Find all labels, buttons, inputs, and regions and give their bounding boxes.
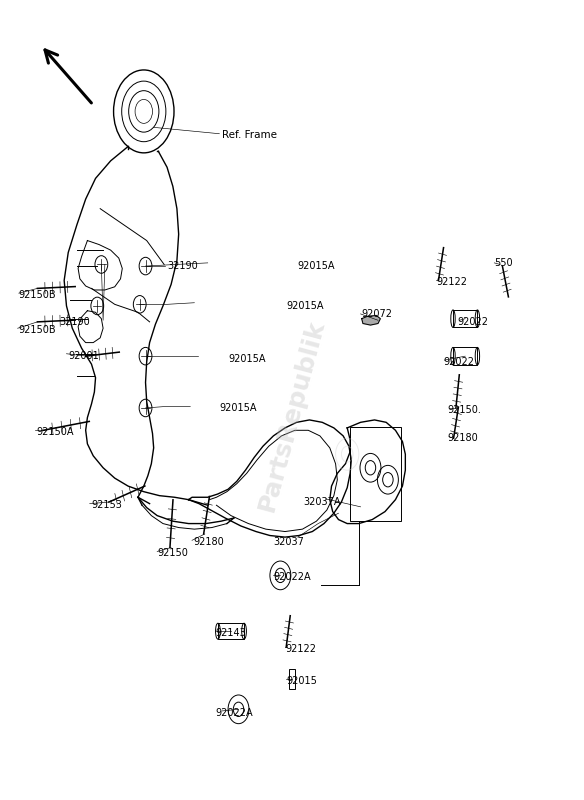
- Text: 92022A: 92022A: [273, 572, 311, 582]
- Text: 92180: 92180: [193, 537, 224, 547]
- Text: 92015A: 92015A: [286, 301, 324, 311]
- Text: 92150: 92150: [157, 548, 188, 558]
- Text: 92022: 92022: [458, 317, 489, 327]
- Text: 550: 550: [494, 258, 513, 268]
- Text: 92015A: 92015A: [298, 261, 335, 271]
- Bar: [218, 623, 244, 639]
- Text: 32037A: 32037A: [304, 497, 341, 507]
- Text: 92150B: 92150B: [19, 290, 57, 300]
- Text: 92072: 92072: [361, 309, 393, 319]
- Text: 92015: 92015: [286, 676, 317, 686]
- Text: 92180: 92180: [448, 434, 478, 443]
- Text: 92022: 92022: [443, 357, 474, 366]
- Text: 92150A: 92150A: [36, 427, 74, 437]
- Polygon shape: [361, 315, 380, 325]
- Bar: [289, 669, 295, 689]
- Text: 92150.: 92150.: [448, 405, 482, 414]
- Text: PartsRepublik: PartsRepublik: [255, 318, 329, 514]
- Text: 92122: 92122: [285, 644, 316, 654]
- Text: 32190: 32190: [60, 317, 91, 327]
- Text: 92143: 92143: [215, 628, 246, 638]
- Bar: [350, 427, 401, 521]
- Text: 92153: 92153: [92, 500, 123, 510]
- Text: 92015A: 92015A: [220, 403, 257, 413]
- Text: 92150B: 92150B: [19, 325, 57, 335]
- Text: Ref. Frame: Ref. Frame: [223, 130, 277, 140]
- Text: 92022A: 92022A: [215, 707, 253, 718]
- Bar: [453, 310, 477, 327]
- Text: 92122: 92122: [436, 277, 467, 287]
- Bar: [453, 347, 477, 365]
- Text: 92015A: 92015A: [228, 354, 266, 363]
- Text: 92001: 92001: [68, 351, 99, 361]
- Text: 32190: 32190: [167, 261, 198, 271]
- Text: 32037: 32037: [273, 537, 304, 547]
